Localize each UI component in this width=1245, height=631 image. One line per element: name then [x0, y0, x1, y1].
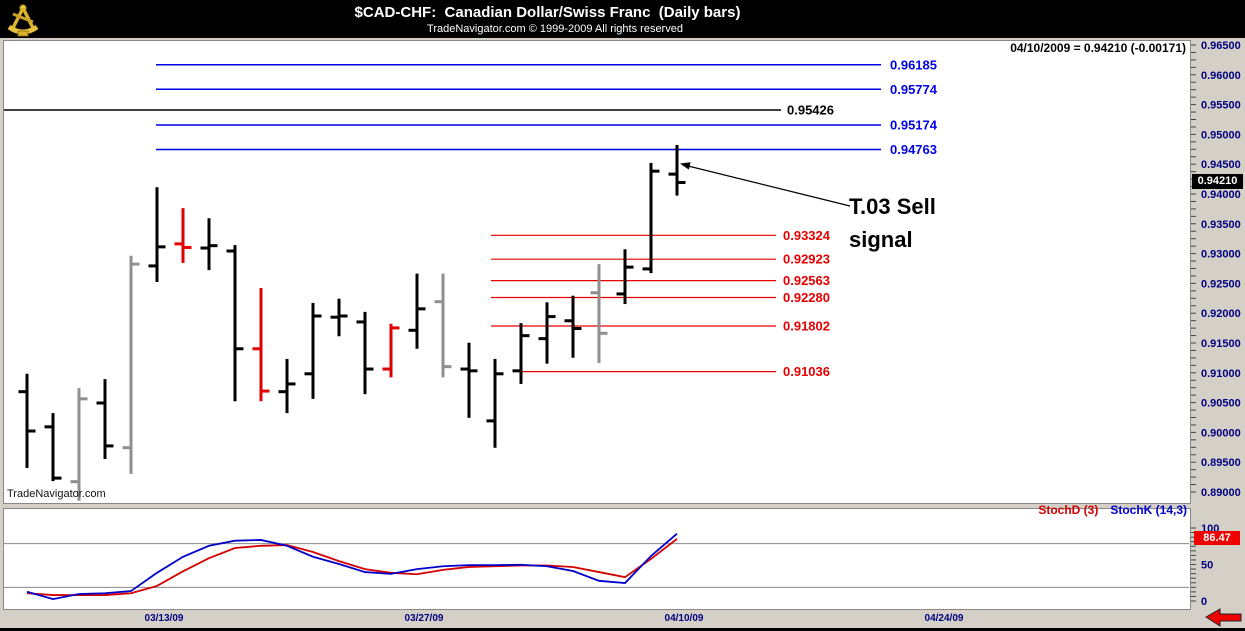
ohlc-bar	[148, 187, 166, 283]
date-label: 04/24/09	[924, 613, 964, 624]
price-tick-label: 0.90000	[1201, 427, 1241, 439]
stoch-tick-label: 0	[1201, 596, 1207, 608]
stoch-k-line	[26, 533, 678, 601]
ohlc-bar	[226, 245, 244, 402]
stochastic-legend: StochD (3) StochK (14,3)	[1038, 503, 1187, 517]
price-tick-label: 0.92000	[1201, 308, 1241, 320]
fib-level-label: 0.91802	[783, 319, 830, 334]
ohlc-bar	[278, 358, 296, 414]
stoch-tick-label: 50	[1201, 560, 1213, 572]
price-tick-label: 0.94000	[1201, 189, 1241, 201]
price-tick-label: 0.89500	[1201, 457, 1241, 469]
stoch-d-line	[26, 538, 678, 596]
fib-level-label: 0.91036	[783, 364, 830, 379]
date-axis: 03/13/09 03/27/09 04/10/09 04/24/09	[0, 610, 1245, 628]
ohlc-bar	[96, 379, 114, 460]
stochastic-canvas[interactable]	[4, 509, 1189, 609]
ohlc-bar	[18, 373, 36, 468]
ohlc-bar	[44, 413, 62, 482]
legend-stoch-k[interactable]: StochK (14,3)	[1110, 503, 1187, 517]
ohlc-bar	[200, 218, 218, 271]
price-tick-label: 0.90500	[1201, 398, 1241, 410]
ohlc-bar	[564, 295, 582, 358]
quote-info: 04/10/2009 = 0.94210 (-0.00171)	[1010, 41, 1186, 55]
fib-level-label: 0.94763	[890, 142, 937, 157]
ohlc-bar	[408, 273, 426, 349]
price-tick-label: 0.92500	[1201, 278, 1241, 290]
price-tick-label: 0.93500	[1201, 219, 1241, 231]
fib-level-label: 0.96185	[890, 57, 937, 72]
stoch-value-badge: 86.47	[1194, 531, 1240, 545]
ohlc-bar	[512, 323, 530, 384]
ohlc-bar	[304, 302, 322, 399]
ohlc-bar	[382, 323, 400, 378]
price-axis: 0.96500 0.96000 0.95500 0.95000 0.94500 0.940…	[1191, 40, 1241, 499]
sextant-logo-icon	[7, 4, 39, 37]
watermark: TradeNavigator.com	[7, 488, 106, 500]
legend-stoch-d[interactable]: StochD (3)	[1038, 503, 1099, 517]
annotation-arrow	[681, 163, 851, 207]
sell-signal-annotation: T.03 Sell signal	[849, 190, 936, 256]
date-label: 04/10/09	[664, 613, 704, 624]
ohlc-bar	[460, 342, 478, 418]
price-tick-label: 0.91000	[1201, 368, 1241, 380]
fib-level-label: 0.95774	[890, 82, 938, 97]
ohlc-bar	[356, 311, 374, 395]
scroll-left-arrow[interactable]	[1202, 606, 1244, 629]
chart-title: $CAD-CHF: Canadian Dollar/Swiss Franc (D…	[354, 4, 741, 21]
sell-signal-line2: signal	[849, 227, 913, 252]
price-chart-canvas[interactable]: 0.96185 0.95774 0.95426 0.95174 0.94763 0.933…	[4, 41, 1189, 503]
copyright-text: TradeNavigator.com © 1999-2009 All right…	[427, 23, 683, 35]
window-bottom-border	[0, 628, 1245, 631]
last-price-badge: 0.94210	[1192, 174, 1243, 189]
price-tick-label: 0.89000	[1201, 487, 1241, 499]
price-tick-label: 0.93000	[1201, 249, 1241, 261]
fib-level-label: 0.95174	[890, 118, 938, 133]
ohlc-bar	[486, 358, 504, 448]
ohlc-bar	[252, 287, 270, 402]
price-tick-label: 0.94500	[1201, 159, 1241, 171]
ohlc-bar	[122, 255, 140, 474]
fib-level-label: 0.92280	[783, 290, 830, 305]
price-tick-label: 0.91500	[1201, 338, 1241, 350]
fib-level-label: 0.92563	[783, 273, 830, 288]
fib-level-label: 0.92923	[783, 252, 830, 267]
chart-header: $CAD-CHF: Canadian Dollar/Swiss Franc (D…	[0, 0, 1245, 38]
ohlc-bar	[434, 273, 452, 378]
date-label: 03/27/09	[404, 613, 444, 624]
ohlc-bar	[668, 144, 686, 196]
ohlc-bar	[538, 302, 556, 364]
price-tick-label: 0.96500	[1201, 40, 1241, 52]
ohlc-bar	[174, 208, 192, 263]
price-chart-panel[interactable]: 0.96185 0.95774 0.95426 0.95174 0.94763 0.933…	[3, 40, 1191, 504]
price-tick-label: 0.95500	[1201, 100, 1241, 112]
fib-level-label: 0.93324	[783, 228, 831, 243]
ohlc-bar	[590, 264, 608, 364]
ohlc-bar	[330, 298, 348, 337]
date-label: 03/13/09	[144, 613, 184, 624]
annotation-arrowhead	[680, 162, 691, 170]
ohlc-bar	[616, 249, 634, 305]
price-tick-label: 0.96000	[1201, 70, 1241, 82]
price-tick-label: 0.95000	[1201, 129, 1241, 141]
sell-signal-line1: T.03 Sell	[849, 194, 936, 219]
ohlc-bar	[642, 162, 660, 274]
fib-level-label: 0.95426	[787, 103, 834, 118]
ohlc-bar	[70, 388, 88, 501]
stochastic-panel[interactable]	[3, 508, 1191, 610]
